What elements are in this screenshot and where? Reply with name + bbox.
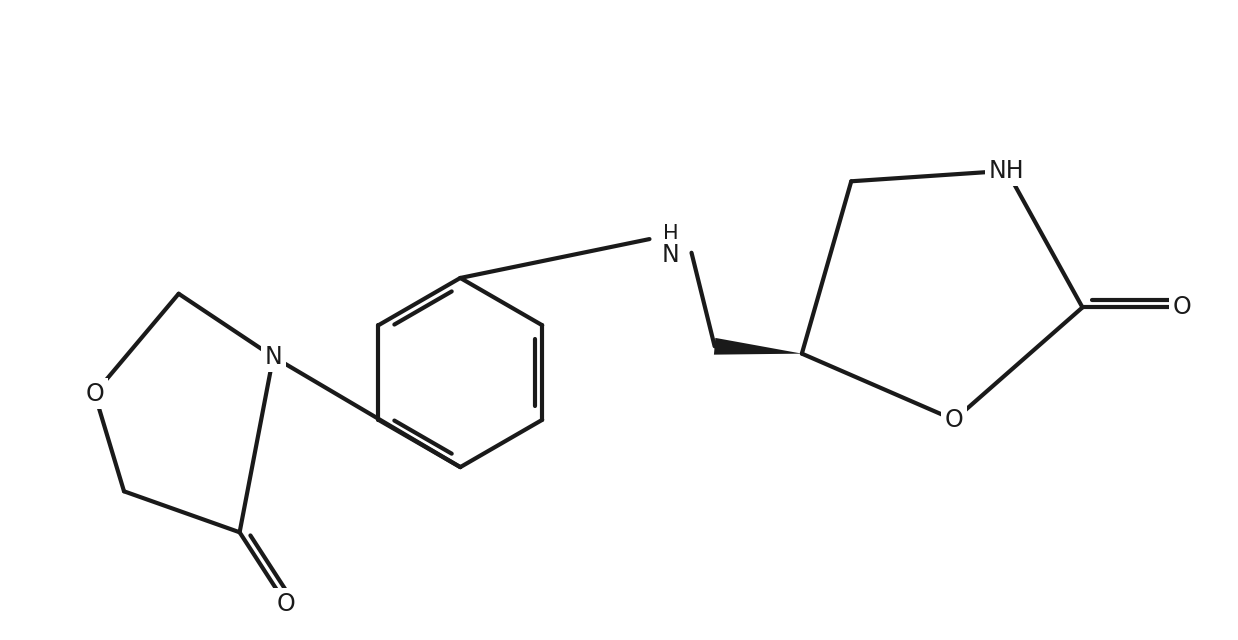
Text: H: H bbox=[662, 224, 678, 244]
Polygon shape bbox=[714, 338, 802, 355]
Text: O: O bbox=[85, 381, 104, 406]
Text: O: O bbox=[1172, 296, 1192, 319]
Text: N: N bbox=[661, 243, 680, 267]
Text: O: O bbox=[276, 592, 295, 616]
Text: N: N bbox=[265, 345, 282, 369]
Text: O: O bbox=[945, 408, 963, 432]
Text: NH: NH bbox=[989, 159, 1025, 183]
